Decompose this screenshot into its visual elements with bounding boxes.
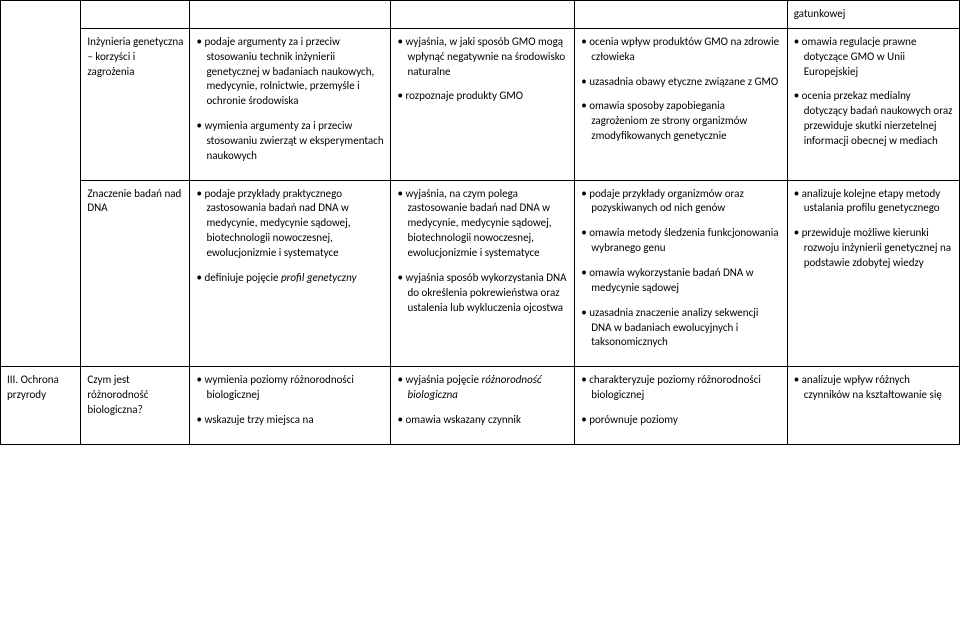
list-item: wymienia poziomy różnorodności biologicz… [196, 373, 384, 403]
list-item: podaje przykłady organizmów oraz pozyski… [581, 187, 780, 217]
list-item: definiuje pojęcie profil genetyczny [196, 271, 384, 286]
list-item: ocenia przekaz medialny dotyczący badań … [794, 89, 953, 148]
list-item: omawia regulacje prawne dotyczące GMO w … [794, 35, 953, 80]
section-title: III. Ochrona przyrody [7, 373, 59, 401]
topic-text: Inżynieria genetyczna – korzyści i zagro… [87, 35, 183, 78]
cell [190, 1, 391, 29]
list-item: uzasadnia obawy etyczne związane z GMO [581, 75, 780, 90]
text: definiuje pojęcie [204, 271, 280, 284]
list-item: wymienia argumenty za i przeciw stosowan… [196, 119, 384, 164]
list-item: rozpoznaje produkty GMO [397, 89, 568, 104]
table-row: Inżynieria genetyczna – korzyści i zagro… [1, 28, 960, 180]
cell: wyjaśnia, w jaki sposób GMO mogą wpłynąć… [391, 28, 575, 180]
list-item: omawia metody śledzenia funkcjonowania w… [581, 226, 780, 256]
topic-text: Znaczenie badań nad DNA [87, 187, 181, 215]
list-item: omawia wskazany czynnik [397, 413, 568, 428]
list-item: podaje przykłady praktycznego zastosowan… [196, 187, 384, 261]
topic-cell: Inżynieria genetyczna – korzyści i zagro… [81, 28, 190, 180]
topic-cell: Znaczenie badań nad DNA [81, 180, 190, 367]
cell: wyjaśnia pojęcie różnorodność biologiczn… [391, 367, 575, 445]
list-item: wskazuje trzy miejsca na [196, 413, 384, 428]
cell: analizuje wpływ różnych czynników na ksz… [787, 367, 959, 445]
curriculum-table: gatunkowej Inżynieria genetyczna – korzy… [0, 0, 960, 445]
cell: podaje przykłady praktycznego zastosowan… [190, 180, 391, 367]
list-item: uzasadnia znaczenie analizy sekwencji DN… [581, 306, 780, 351]
table-row: gatunkowej [1, 1, 960, 29]
list-item: wyjaśnia, w jaki sposób GMO mogą wpłynąć… [397, 35, 568, 80]
list-item: analizuje wpływ różnych czynników na ksz… [794, 373, 953, 403]
list-item: wyjaśnia, na czym polega zastosowanie ba… [397, 187, 568, 261]
cell-text: gatunkowej [794, 7, 846, 20]
cell [81, 1, 190, 29]
list-item: omawia sposoby zapobiegania zagrożeniom … [581, 99, 780, 144]
cell: podaje przykłady organizmów oraz pozyski… [575, 180, 787, 367]
cell: ocenia wpływ produktów GMO na zdrowie cz… [575, 28, 787, 180]
text: wyjaśnia pojęcie [405, 373, 481, 386]
table-row: III. Ochrona przyrody Czym jest różnorod… [1, 367, 960, 445]
topic-text: Czym jest różnorodność biologiczna? [87, 373, 148, 416]
cell: podaje argumenty za i przeciw stosowaniu… [190, 28, 391, 180]
list-item: wyjaśnia pojęcie różnorodność biologiczn… [397, 373, 568, 403]
list-item: porównuje poziomy [581, 413, 780, 428]
cell: gatunkowej [787, 1, 959, 29]
list-item: omawia wykorzystanie badań DNA w medycyn… [581, 266, 780, 296]
section-cell [1, 1, 81, 367]
list-item: charakteryzuje poziomy różnorodności bio… [581, 373, 780, 403]
list-item: wyjaśnia sposób wykorzystania DNA do okr… [397, 271, 568, 316]
cell: wyjaśnia, na czym polega zastosowanie ba… [391, 180, 575, 367]
list-item: ocenia wpływ produktów GMO na zdrowie cz… [581, 35, 780, 65]
cell: wymienia poziomy różnorodności biologicz… [190, 367, 391, 445]
cell: charakteryzuje poziomy różnorodności bio… [575, 367, 787, 445]
cell: analizuje kolejne etapy metody ustalania… [787, 180, 959, 367]
list-item: przewiduje możliwe kierunki rozwoju inży… [794, 226, 953, 271]
list-item: analizuje kolejne etapy metody ustalania… [794, 187, 953, 217]
topic-cell: Czym jest różnorodność biologiczna? [81, 367, 190, 445]
cell [391, 1, 575, 29]
section-cell: III. Ochrona przyrody [1, 367, 81, 445]
cell: omawia regulacje prawne dotyczące GMO w … [787, 28, 959, 180]
table-row: Znaczenie badań nad DNA podaje przykłady… [1, 180, 960, 367]
list-item: podaje argumenty za i przeciw stosowaniu… [196, 35, 384, 109]
cell [575, 1, 787, 29]
italic-term: profil genetyczny [281, 271, 357, 284]
